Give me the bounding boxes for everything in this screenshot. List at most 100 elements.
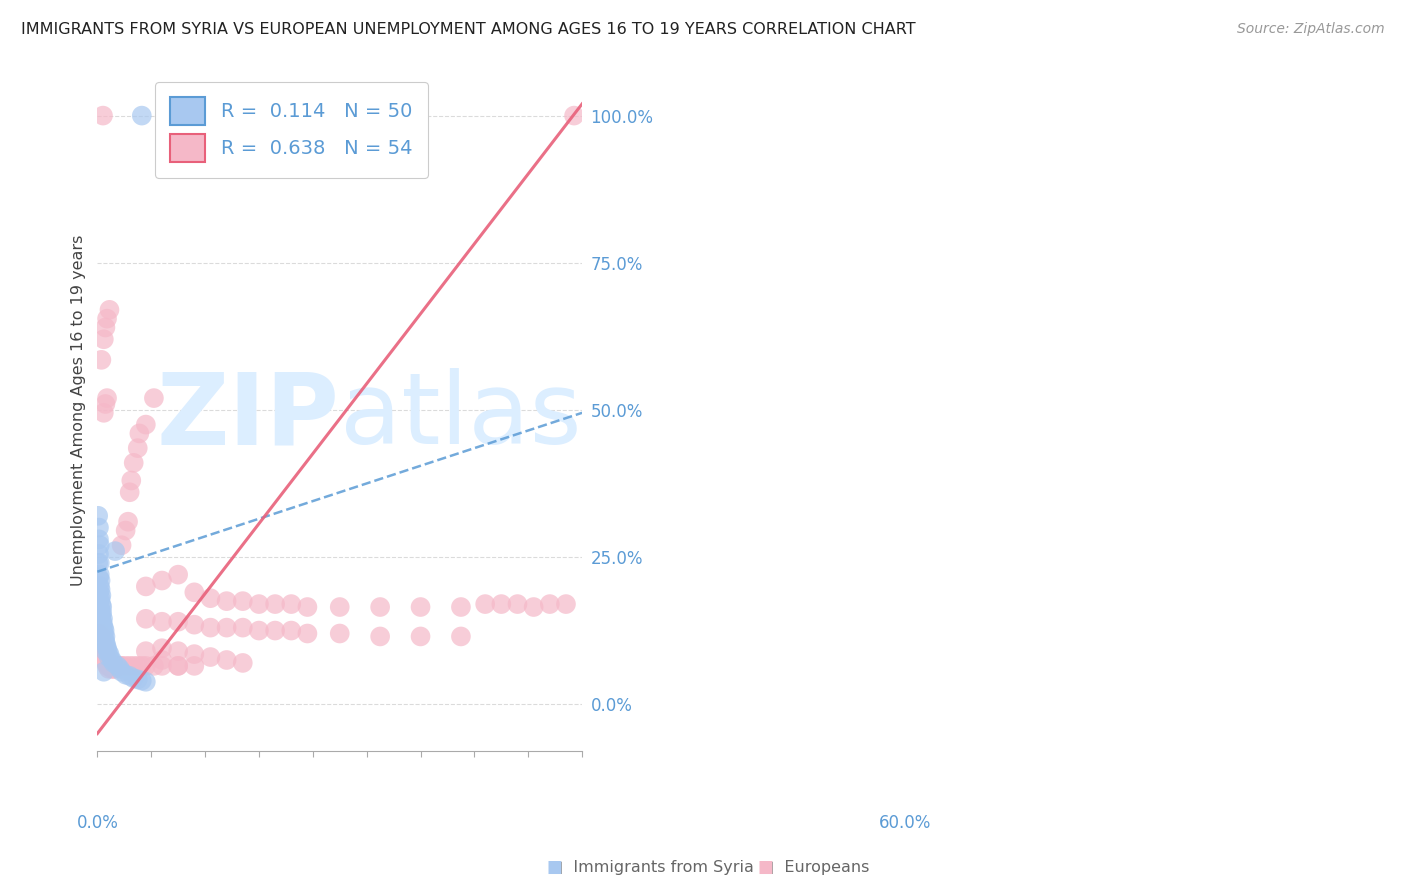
Point <box>215 653 238 667</box>
Point <box>474 597 496 611</box>
Point <box>200 650 222 665</box>
Point <box>118 669 141 683</box>
Point <box>183 647 205 661</box>
Point <box>110 658 132 673</box>
Point <box>97 656 120 670</box>
Text: Source: ZipAtlas.com: Source: ZipAtlas.com <box>1237 22 1385 37</box>
Point <box>150 615 173 629</box>
Point <box>247 624 270 638</box>
Legend: R =  0.114   N = 50, R =  0.638   N = 54: R = 0.114 N = 50, R = 0.638 N = 54 <box>155 82 427 178</box>
Point <box>200 621 222 635</box>
Point <box>87 632 110 647</box>
Point <box>87 547 110 561</box>
Point <box>93 624 115 638</box>
Point <box>91 638 114 652</box>
Point <box>127 673 149 687</box>
Point <box>117 515 139 529</box>
Point <box>110 665 132 679</box>
Point <box>491 597 513 611</box>
Point <box>108 658 131 673</box>
Point <box>167 567 190 582</box>
Point <box>107 658 129 673</box>
Point <box>91 606 114 620</box>
Point <box>93 644 115 658</box>
Point <box>94 653 117 667</box>
Point <box>87 556 110 570</box>
Point <box>108 662 131 676</box>
Point <box>89 579 111 593</box>
Point <box>297 626 319 640</box>
Point <box>94 320 117 334</box>
Point <box>562 109 585 123</box>
Point <box>94 397 117 411</box>
Point <box>150 653 173 667</box>
Point <box>135 644 157 658</box>
Point <box>90 621 112 635</box>
Point <box>90 603 112 617</box>
Point <box>91 612 114 626</box>
Point <box>142 391 165 405</box>
Point <box>409 630 432 644</box>
Point <box>368 600 391 615</box>
Point <box>127 441 149 455</box>
Point <box>90 588 112 602</box>
Point <box>89 567 111 582</box>
Point <box>87 520 110 534</box>
Point <box>96 641 118 656</box>
Point <box>91 109 114 123</box>
Point <box>90 591 112 606</box>
Point <box>280 624 302 638</box>
Point <box>97 650 120 665</box>
Point <box>87 508 110 523</box>
Point <box>118 485 141 500</box>
Point <box>97 644 120 658</box>
Point <box>97 662 120 676</box>
Point <box>107 658 129 673</box>
Point <box>329 626 352 640</box>
Point <box>90 352 112 367</box>
Point <box>122 658 145 673</box>
Point <box>90 608 112 623</box>
Point <box>450 630 472 644</box>
Point <box>232 594 254 608</box>
Point <box>91 617 114 632</box>
Point <box>96 653 118 667</box>
Text: 60.0%: 60.0% <box>879 814 932 832</box>
Point <box>91 600 114 615</box>
Point <box>122 456 145 470</box>
Point <box>142 658 165 673</box>
Point <box>90 632 112 647</box>
Point <box>101 653 124 667</box>
Point <box>93 406 115 420</box>
Point <box>167 658 190 673</box>
Text: 0.0%: 0.0% <box>76 814 118 832</box>
Text: ■: ■ <box>758 858 773 876</box>
Point <box>87 571 110 585</box>
Text: ■  Europeans: ■ Europeans <box>759 860 870 874</box>
Point <box>96 311 118 326</box>
Point <box>98 647 121 661</box>
Point <box>94 630 117 644</box>
Point <box>247 597 270 611</box>
Point <box>167 644 190 658</box>
Point <box>167 658 190 673</box>
Point <box>93 650 115 665</box>
Point <box>94 644 117 658</box>
Point <box>215 621 238 635</box>
Point <box>96 638 118 652</box>
Point <box>98 302 121 317</box>
Point <box>264 597 287 611</box>
Point <box>128 426 150 441</box>
Point <box>90 597 112 611</box>
Point <box>96 391 118 405</box>
Point <box>87 638 110 652</box>
Point <box>96 656 118 670</box>
Point <box>555 597 578 611</box>
Point <box>98 658 121 673</box>
Point <box>104 544 127 558</box>
Point <box>329 600 352 615</box>
Point <box>114 658 136 673</box>
Point <box>114 667 136 681</box>
Point <box>93 665 115 679</box>
Point <box>297 600 319 615</box>
